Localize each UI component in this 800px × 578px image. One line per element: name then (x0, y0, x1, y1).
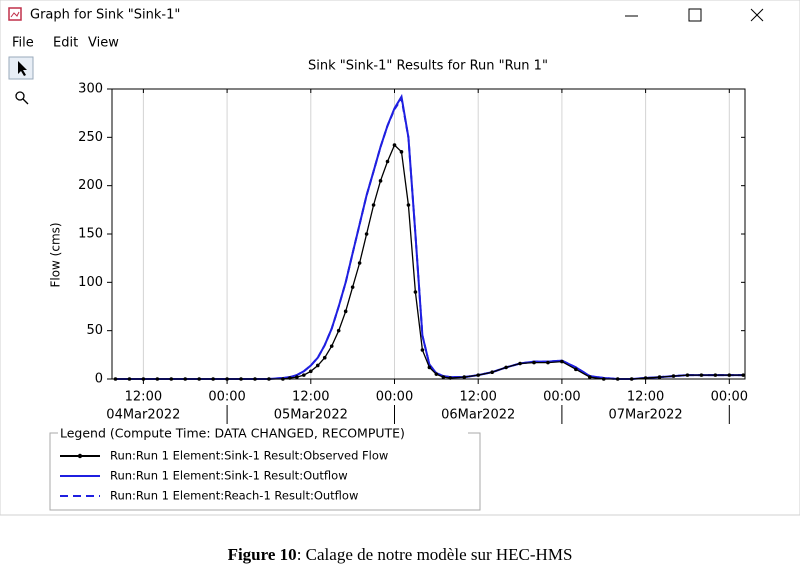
x-date-label: 05Mar2022 (274, 408, 348, 423)
data-point (302, 373, 306, 377)
window-title: Graph for Sink "Sink-1" (30, 8, 180, 23)
data-point (434, 372, 439, 376)
data-point (518, 361, 522, 366)
pointer-icon (18, 61, 27, 76)
data-point (322, 355, 327, 360)
x-tick-label: 12:00 (459, 390, 496, 405)
data-point (399, 150, 404, 154)
data-point (329, 344, 334, 348)
y-tick-label: 250 (78, 130, 103, 145)
data-point (385, 159, 390, 164)
data-point (406, 203, 411, 207)
data-point (685, 373, 690, 377)
menu-item[interactable]: Edit (53, 36, 78, 51)
data-point (315, 363, 320, 368)
x-tick-label: 12:00 (292, 390, 329, 405)
y-tick-label: 50 (86, 323, 103, 338)
data-point (741, 373, 746, 377)
menu-item[interactable]: File (12, 36, 34, 51)
caption-text: : Calage de notre modèle sur HEC-HMS (297, 545, 573, 564)
data-point (560, 359, 564, 364)
x-tick-label: 00:00 (208, 390, 245, 405)
data-point (490, 370, 494, 375)
data-point (532, 360, 536, 365)
data-point (336, 328, 341, 333)
x-date-label: 07Mar2022 (609, 408, 683, 423)
data-point (462, 375, 467, 379)
data-point (427, 365, 432, 370)
y-axis-label: Flow (cms) (49, 222, 63, 287)
data-point (476, 373, 480, 377)
data-point (371, 203, 376, 207)
data-point (574, 367, 578, 372)
data-point (308, 369, 313, 374)
legend: Run:Run 1 Element:Sink-1 Result:Observed… (60, 449, 388, 503)
data-point (413, 290, 418, 294)
chart-title: Sink "Sink-1" Results for Run "Run 1" (308, 59, 548, 74)
data-point (699, 373, 704, 377)
x-tick-label: 00:00 (376, 390, 413, 405)
data-point (441, 375, 446, 379)
data-point (727, 373, 732, 377)
data-point (588, 375, 592, 379)
figure-caption: Figure 10: Calage de notre modèle sur HE… (228, 545, 573, 564)
menu-item[interactable]: View (88, 36, 119, 51)
data-point (364, 232, 369, 236)
legend-label: Run:Run 1 Element:Reach-1 Result:Outflow (110, 489, 358, 503)
x-tick-label: 12:00 (125, 390, 162, 405)
data-point (671, 374, 676, 378)
maximize-button[interactable] (688, 8, 702, 22)
data-point (350, 285, 355, 289)
caption-label: Figure 10 (228, 545, 297, 564)
data-point (378, 179, 383, 183)
y-tick-label: 150 (78, 227, 103, 242)
data-point (392, 143, 397, 147)
data-point (713, 373, 718, 377)
zoom-tool[interactable] (15, 91, 29, 105)
data-point (657, 375, 662, 379)
legend-title: Legend (Compute Time: DATA CHANGED, RECO… (60, 426, 405, 441)
x-tick-label: 12:00 (627, 390, 664, 405)
x-tick-label: 00:00 (543, 390, 580, 405)
x-date-label: 04Mar2022 (106, 408, 180, 423)
legend-label: Run:Run 1 Element:Sink-1 Result:Outflow (110, 469, 348, 483)
data-point (546, 360, 550, 365)
x-date-label: 06Mar2022 (441, 408, 515, 423)
y-tick-label: 0 (95, 372, 103, 387)
legend-label: Run:Run 1 Element:Sink-1 Result:Observed… (110, 449, 388, 463)
data-point (295, 375, 299, 379)
plot-frame (111, 88, 746, 380)
data-point (504, 365, 508, 370)
y-tick-label: 100 (78, 275, 103, 290)
app-icon (8, 7, 22, 21)
data-point (343, 309, 348, 314)
legend-marker (77, 453, 83, 459)
app-icon-graph (10, 11, 20, 18)
close-button[interactable] (750, 8, 764, 22)
y-tick-label: 300 (78, 82, 103, 97)
x-tick-label: 00:00 (711, 390, 748, 405)
y-tick-label: 200 (78, 178, 103, 193)
legend-title-bg (58, 428, 468, 440)
data-point (420, 348, 425, 352)
data-point (357, 261, 362, 265)
